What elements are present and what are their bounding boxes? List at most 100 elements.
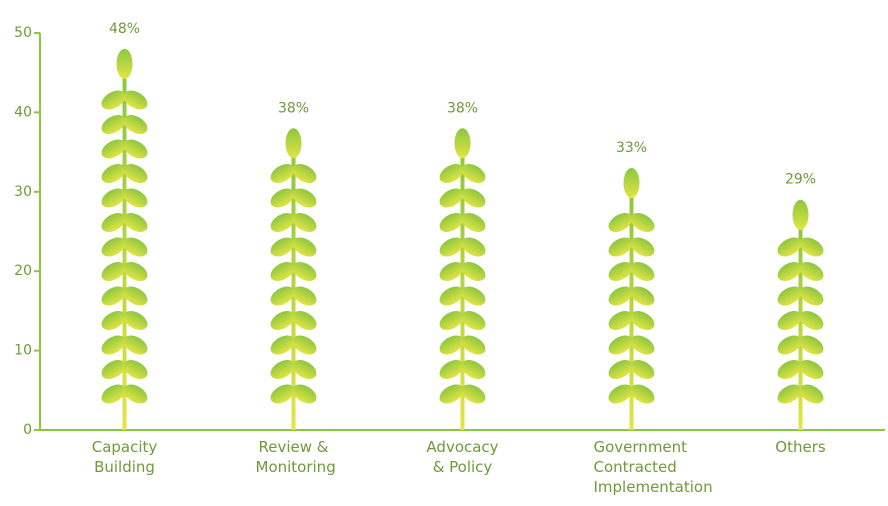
leaf: [123, 360, 148, 379]
leaf: [630, 335, 655, 355]
leaf: [630, 237, 655, 257]
y-tick-label: 0: [23, 422, 32, 438]
leaf: [461, 164, 486, 183]
x-tick-label: Advocacy & Policy: [426, 438, 499, 476]
leaf: [270, 360, 295, 379]
top-leaf: [116, 48, 133, 79]
leaf: [777, 335, 802, 355]
leaf: [777, 384, 802, 404]
leaf: [439, 335, 464, 355]
leaf: [123, 311, 148, 330]
leaf: [292, 360, 317, 379]
leaf: [439, 164, 464, 183]
leaf: [101, 213, 126, 232]
wheat-stalk: [270, 128, 317, 430]
leaf: [630, 311, 655, 330]
wheat-stalk: [608, 167, 655, 430]
leaf: [270, 262, 295, 281]
leaf: [123, 335, 148, 355]
leaf: [101, 188, 126, 208]
leaf: [270, 237, 295, 257]
leaf: [608, 360, 633, 379]
leaf: [292, 335, 317, 355]
leaf: [292, 262, 317, 281]
wheat-stalk: [777, 199, 824, 430]
leaf: [630, 262, 655, 281]
leaf: [123, 90, 148, 110]
value-label: 33%: [616, 140, 647, 156]
y-tick-label: 30: [14, 184, 32, 200]
value-label: 38%: [447, 100, 478, 116]
leaf: [799, 262, 824, 281]
leaf: [439, 262, 464, 281]
leaf: [101, 90, 126, 110]
wheat-stalk: [439, 128, 486, 430]
leaf: [777, 237, 802, 257]
leaf: [101, 139, 126, 159]
leaf: [461, 188, 486, 208]
y-tick-label: 50: [14, 25, 32, 41]
leaf: [439, 360, 464, 379]
leaf: [123, 262, 148, 281]
top-leaf: [285, 128, 302, 159]
leaf: [101, 164, 126, 183]
leaf: [101, 335, 126, 355]
leaf: [777, 360, 802, 379]
leaf: [630, 360, 655, 379]
leaf: [123, 164, 148, 183]
leaf: [608, 237, 633, 257]
x-tick-label: Capacity Building: [91, 438, 158, 476]
leaf: [123, 188, 148, 208]
leaf: [292, 213, 317, 232]
y-tick-label: 10: [14, 343, 32, 359]
leaf: [461, 237, 486, 257]
leaf: [270, 188, 295, 208]
leaf: [101, 384, 126, 404]
leaf: [461, 213, 486, 232]
leaf: [461, 311, 486, 330]
x-tick-label: Others: [775, 438, 826, 456]
leaf: [799, 286, 824, 306]
leaf: [292, 164, 317, 183]
leaf: [270, 164, 295, 183]
leaf: [461, 286, 486, 306]
leaf: [270, 384, 295, 404]
leaf: [123, 139, 148, 159]
leaf: [608, 262, 633, 281]
leaf: [123, 286, 148, 306]
leaf: [292, 311, 317, 330]
leaf: [439, 311, 464, 330]
leaf: [292, 286, 317, 306]
leaf: [101, 286, 126, 306]
top-leaf: [454, 128, 471, 159]
leaf: [101, 311, 126, 330]
leaf: [608, 286, 633, 306]
stem: [798, 219, 803, 430]
top-leaf: [792, 199, 809, 230]
x-tick-label: Government Contracted Implementation: [593, 438, 713, 496]
leaf: [439, 384, 464, 404]
leaf: [101, 115, 126, 134]
leaf: [101, 262, 126, 281]
top-leaf: [623, 167, 640, 198]
stem: [629, 187, 634, 430]
leaf: [292, 237, 317, 257]
leaf: [292, 384, 317, 404]
leaf: [270, 311, 295, 330]
leaf: [270, 335, 295, 355]
y-tick-label: 20: [14, 263, 32, 279]
leaf: [461, 384, 486, 404]
leaf: [630, 213, 655, 232]
leaf: [123, 115, 148, 134]
leaf: [608, 213, 633, 233]
leaf: [608, 384, 633, 404]
leaf: [101, 237, 126, 257]
y-tick-label: 40: [14, 104, 32, 120]
leaf: [777, 286, 802, 306]
x-tick-label: Review & Monitoring: [255, 438, 336, 476]
leaf: [461, 262, 486, 281]
leaf: [461, 335, 486, 355]
leaf: [123, 384, 148, 404]
